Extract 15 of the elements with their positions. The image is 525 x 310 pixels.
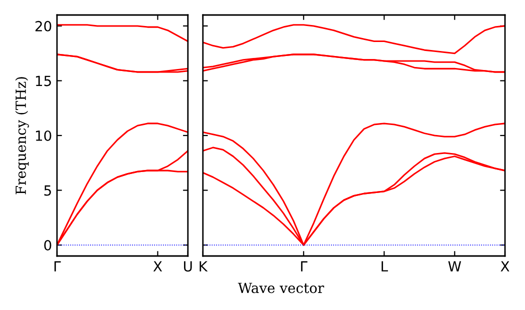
x-tick-label: X: [500, 261, 510, 272]
y-tick-label: 5: [44, 185, 51, 196]
y-tick-label: 0: [44, 240, 52, 251]
x-tick-label: U: [184, 261, 192, 272]
x-tick-label: W: [448, 261, 462, 272]
x-tick-label: K: [200, 261, 208, 272]
y-tick-label: 10: [36, 130, 52, 141]
x-tick-label: L: [382, 261, 388, 272]
y-tick-label: 20: [35, 20, 52, 32]
y-axis-title: Frequency (THz): [15, 77, 29, 194]
y-tick-label: 15: [36, 76, 51, 86]
x-tick-label: Γ: [301, 261, 308, 272]
x-axis-title: Wave vector: [238, 282, 324, 294]
x-tick-label: X: [153, 261, 162, 272]
x-tick-label: Γ: [54, 261, 61, 272]
